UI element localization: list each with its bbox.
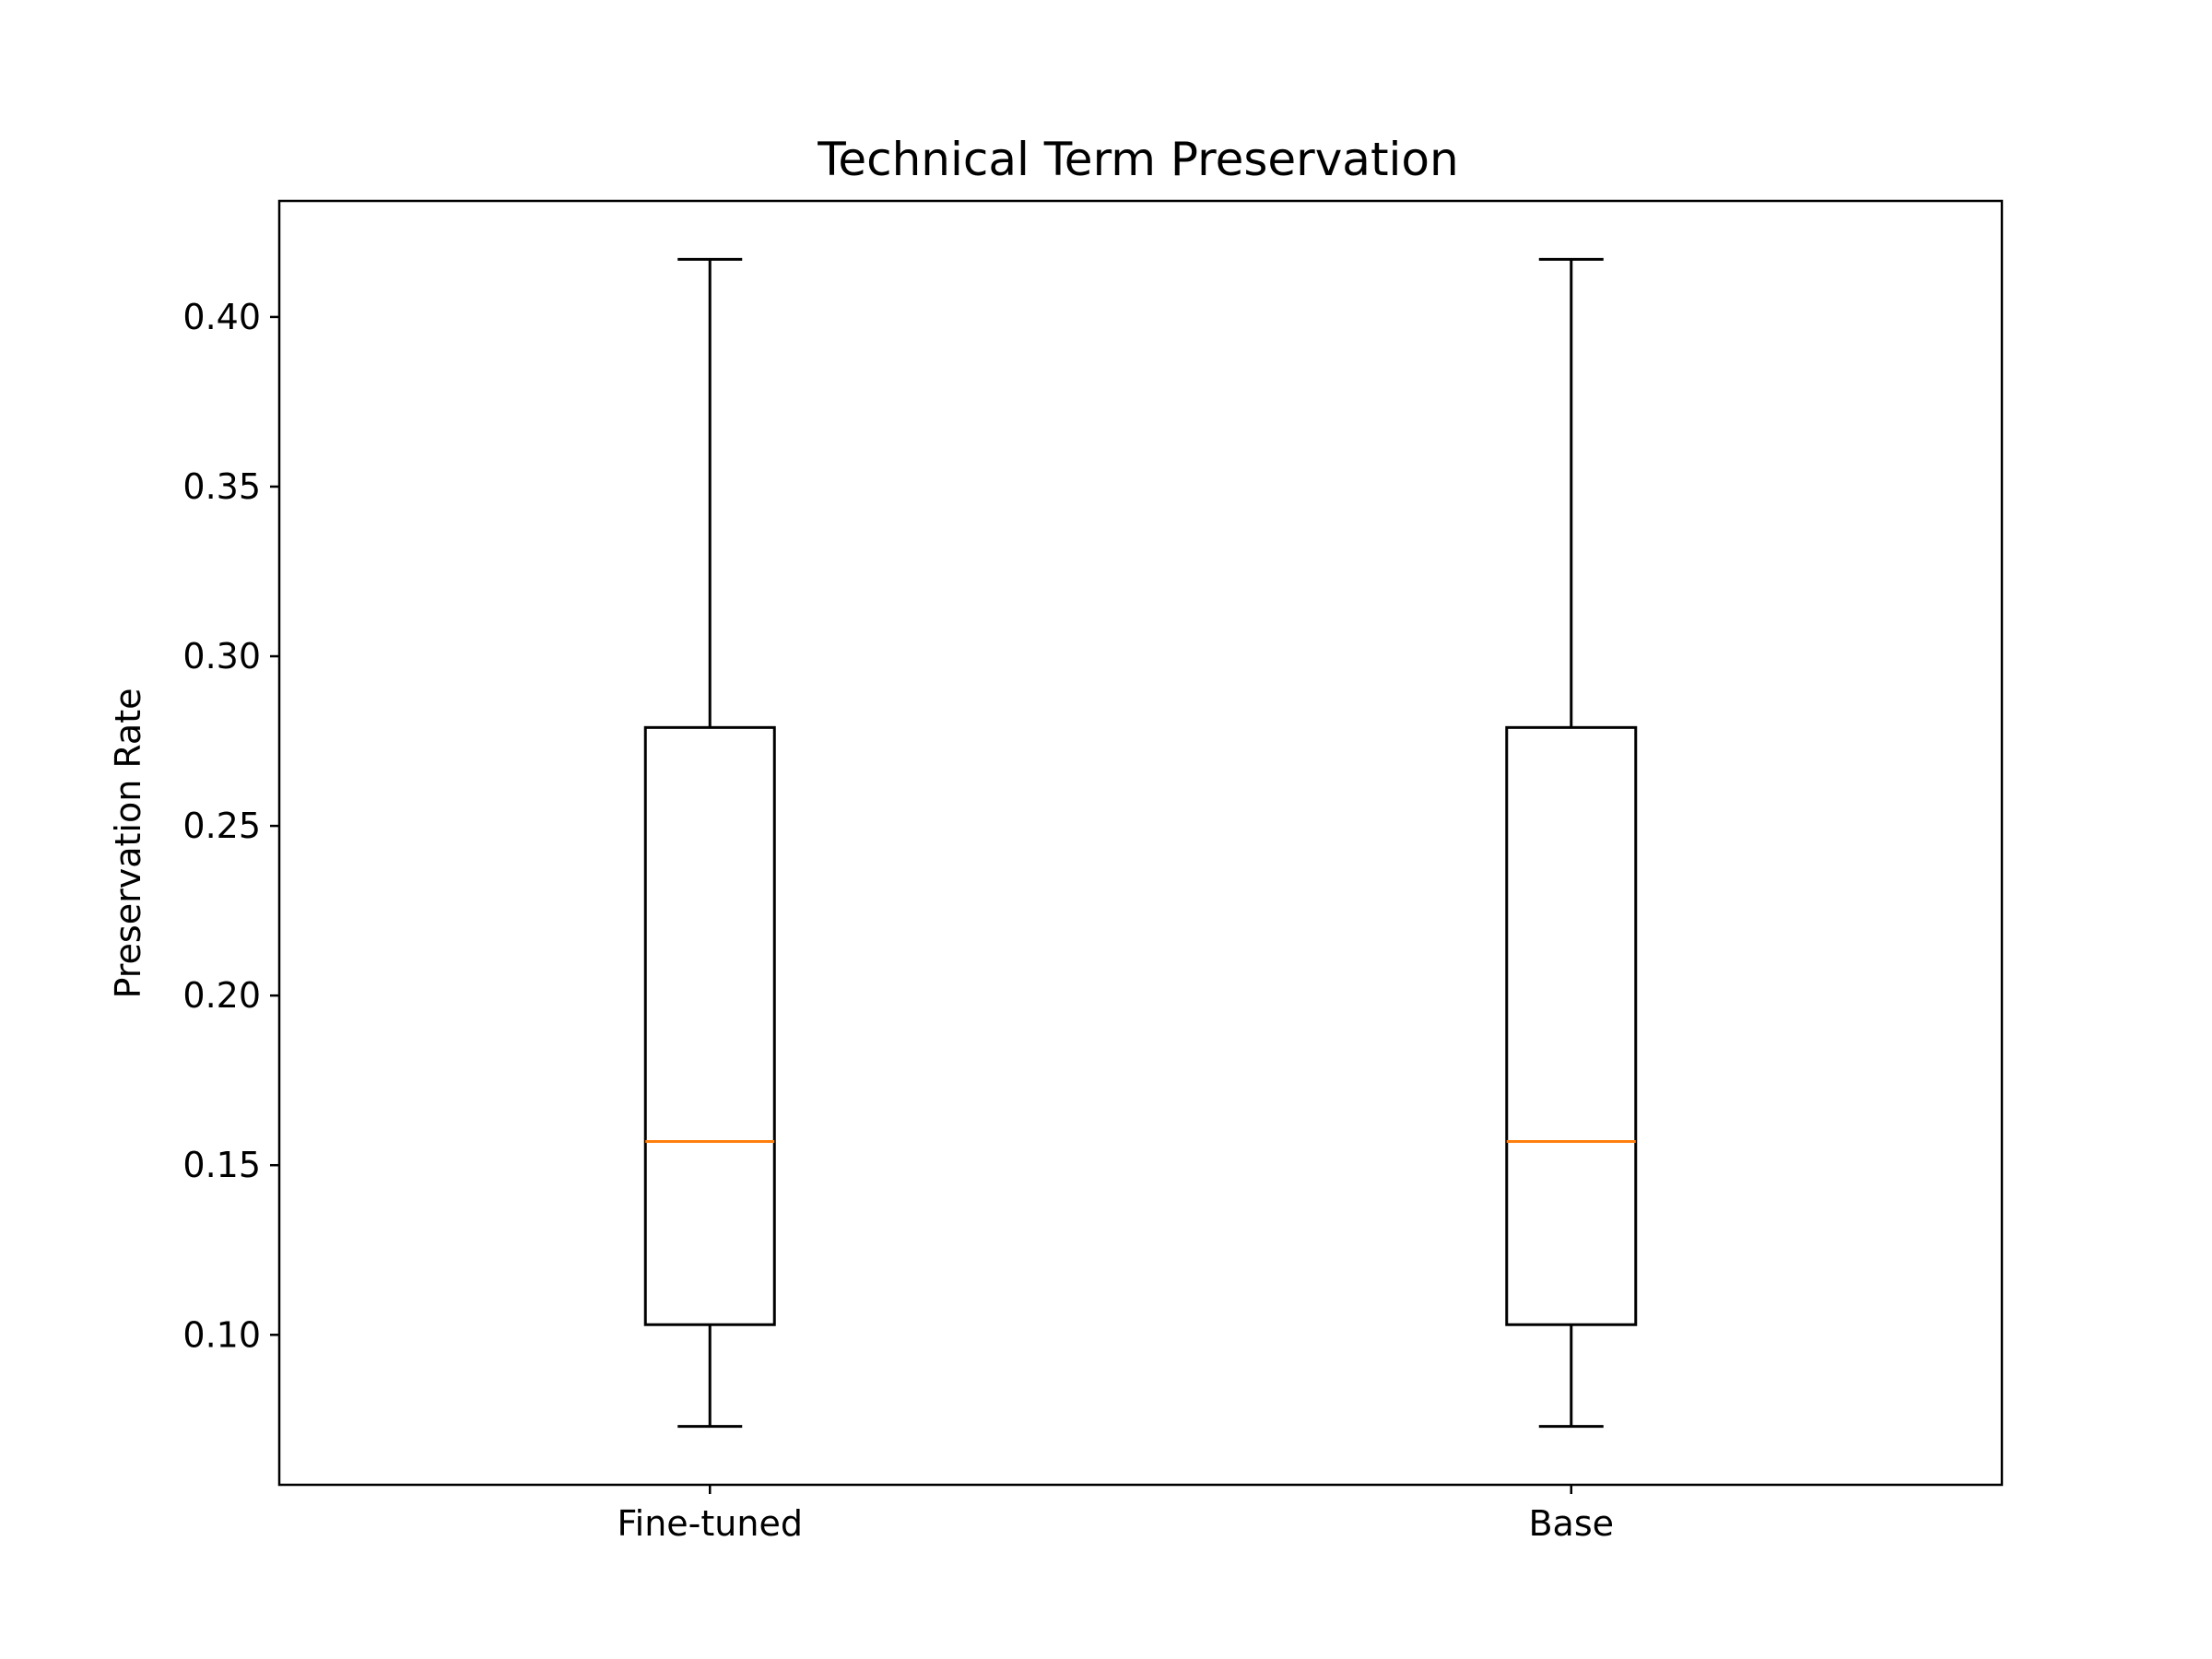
y-tick-label: 0.15: [182, 1145, 261, 1185]
x-tick-label: Fine-tuned: [618, 1503, 803, 1544]
y-tick-label: 0.10: [182, 1314, 261, 1355]
box-fine-tuned: [643, 257, 776, 1429]
plot-area-frame: [277, 199, 2004, 1487]
y-tick-label: 0.20: [182, 975, 261, 1016]
x-tick-label: Base: [1528, 1503, 1614, 1544]
y-tick-label: 0.35: [182, 466, 261, 507]
y-tick-label: 0.40: [182, 297, 261, 337]
x-axis-ticks: Fine-tuned Base: [618, 1485, 1614, 1544]
box-base: [1505, 257, 1638, 1429]
y-tick-label: 0.25: [182, 806, 261, 846]
box-plots: [643, 257, 1638, 1429]
chart-title: Technical Term Preservation: [817, 133, 1458, 186]
y-axis-ticks: 0.10 0.15 0.20 0.25 0.30 0.35 0.40: [182, 297, 279, 1355]
y-axis-label: Preservation Rate: [108, 688, 148, 999]
y-tick-label: 0.30: [182, 636, 261, 677]
iqr-box: [1505, 725, 1638, 1326]
iqr-box: [643, 725, 776, 1326]
